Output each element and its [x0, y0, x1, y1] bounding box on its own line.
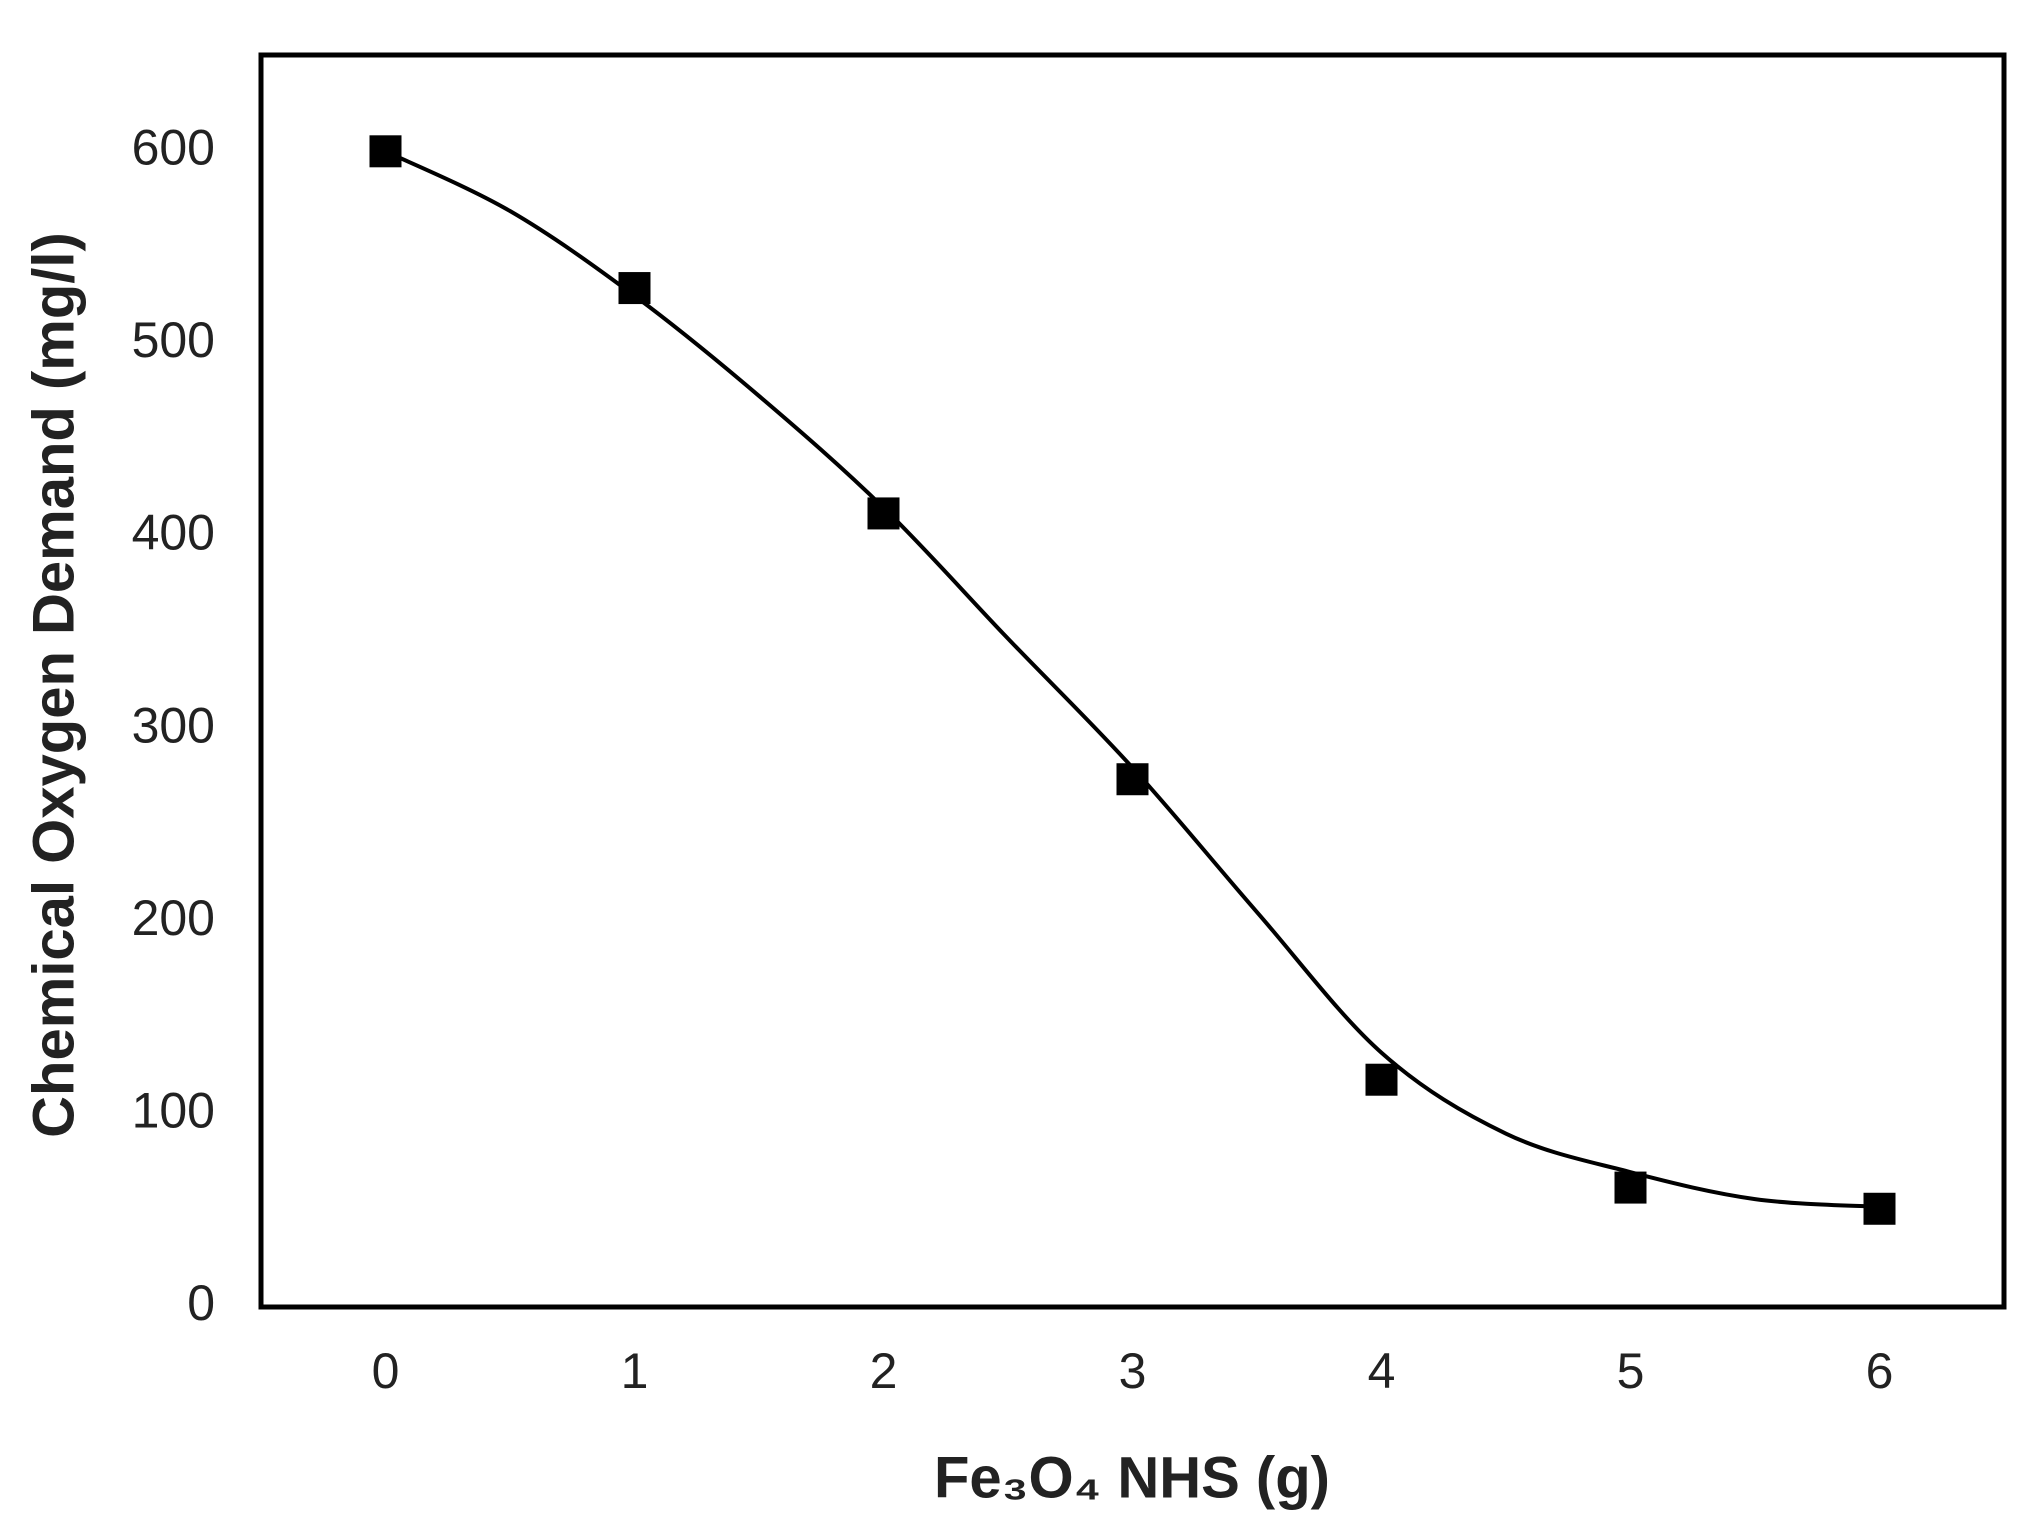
y-tick-label: 400: [132, 505, 215, 561]
plot-frame: [258, 52, 2007, 1310]
x-tick-label: 4: [1368, 1343, 1396, 1399]
y-axis-label: Chemical Oxygen Demand (mg/l): [21, 232, 86, 1138]
x-axis-label: Fe₃O₄ NHS (g): [934, 1445, 1330, 1510]
x-tick-label: 3: [1119, 1343, 1147, 1399]
y-tick-label: 300: [132, 697, 215, 753]
y-tick-label: 100: [132, 1083, 215, 1139]
y-tick-label: 500: [132, 312, 215, 368]
data-point: [1863, 1192, 1896, 1225]
data-point: [867, 497, 900, 530]
data-point: [1365, 1063, 1398, 1096]
x-tick-label: 2: [870, 1343, 898, 1399]
y-tick-label: 200: [132, 890, 215, 946]
y-tick-label: 600: [132, 120, 215, 176]
y-tick-label: 0: [187, 1275, 215, 1331]
x-tick-label: 1: [621, 1343, 649, 1399]
x-tick-label: 0: [372, 1343, 400, 1399]
x-tick-label: 6: [1866, 1343, 1894, 1399]
x-tick-label: 5: [1617, 1343, 1645, 1399]
fit-curve: [384, 149, 1880, 1209]
